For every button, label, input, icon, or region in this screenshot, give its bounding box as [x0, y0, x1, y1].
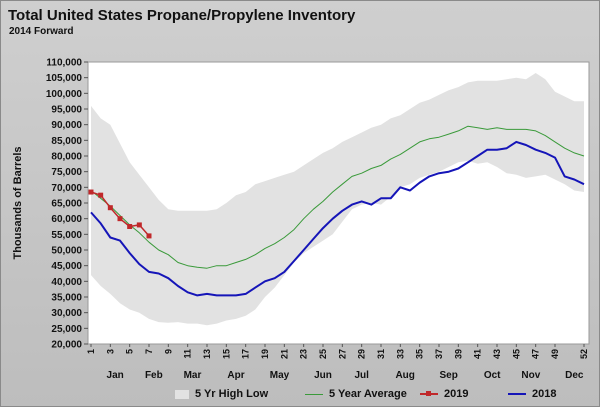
y-tick-label: 95,000 — [51, 105, 82, 116]
y-tick-label: 25,000 — [51, 324, 82, 335]
month-label: Dec — [565, 370, 584, 381]
band-area — [91, 73, 584, 326]
month-label: Sep — [439, 370, 457, 381]
x-tick-label: 1 — [86, 349, 96, 354]
month-label: Feb — [145, 370, 163, 381]
month-label: Nov — [521, 370, 540, 381]
y-tick-label: 85,000 — [51, 136, 82, 147]
chart-title: Total United States Propane/Propylene In… — [8, 7, 356, 24]
x-tick-label: 11 — [183, 349, 193, 359]
y-tick-label: 50,000 — [51, 246, 82, 257]
y-tick-label: 30,000 — [51, 308, 82, 319]
x-tick-label: 7 — [144, 349, 154, 354]
y-tick-label: 20,000 — [51, 340, 82, 351]
x-tick-label: 17 — [241, 349, 251, 359]
y-tick-label: 65,000 — [51, 199, 82, 210]
legend-label-2019: 2019 — [444, 388, 469, 400]
legend-item-avg: 5 Year Average — [305, 388, 407, 400]
legend-swatch-band — [175, 389, 189, 399]
x-tick-label: 9 — [163, 349, 173, 354]
y-tick-label: 40,000 — [51, 277, 82, 288]
month-label: Jul — [354, 370, 369, 381]
legend-label-avg: 5 Year Average — [329, 388, 407, 400]
legend-item-2019: 2019 — [420, 388, 468, 400]
series-2018-line — [90, 140, 585, 297]
chart-subtitle: 2014 Forward — [9, 26, 74, 37]
month-label: Jun — [314, 370, 332, 381]
series-layer — [88, 125, 585, 297]
series-2019-point — [127, 224, 133, 229]
x-tick-label: 3 — [105, 349, 115, 354]
series-5-year-average-line — [90, 125, 585, 269]
month-label: Apr — [227, 370, 244, 381]
month-label: May — [270, 370, 290, 381]
y-tick-label: 60,000 — [51, 214, 82, 225]
x-tick-label: 43 — [492, 349, 502, 359]
x-tick-label: 49 — [550, 349, 560, 359]
axis-layer: 20,000 25,000 30,000 35,000 40,000 45,000 50,0… — [46, 58, 589, 382]
x-tick-label: 37 — [434, 349, 444, 359]
x-tick-label: 25 — [318, 349, 328, 359]
legend-item-band: 5 Yr High Low — [175, 388, 268, 400]
x-tick-label: 33 — [395, 349, 405, 359]
band-layer — [91, 73, 584, 326]
y-tick-label: 100,000 — [46, 89, 83, 100]
legend: 5 Yr High Low 5 Year Average 2019 2018 — [0, 388, 600, 404]
x-tick-label: 29 — [357, 349, 367, 359]
legend-swatch-2018 — [508, 393, 526, 395]
x-tick-label: 47 — [531, 349, 541, 359]
series-2019-point — [107, 205, 113, 211]
x-tick-label: 23 — [299, 349, 309, 359]
x-tick-label: 21 — [279, 349, 289, 359]
x-tick-label: 15 — [221, 349, 231, 359]
legend-label-2018: 2018 — [532, 388, 557, 400]
x-tick-label: 5 — [125, 349, 135, 354]
series-2019-point — [146, 233, 152, 239]
y-axis-label: Thousands of Barrels — [12, 146, 24, 259]
y-tick-label: 80,000 — [51, 152, 82, 163]
legend-label-band: 5 Yr High Low — [195, 388, 269, 400]
y-tick-label: 90,000 — [51, 120, 82, 131]
month-label: Mar — [184, 370, 202, 381]
x-tick-label: 19 — [260, 349, 270, 359]
y-tick-label: 75,000 — [51, 167, 82, 178]
y-tick-label: 35,000 — [51, 293, 82, 304]
x-tick-label: 52 — [579, 349, 589, 359]
legend-swatch-avg — [305, 393, 323, 395]
y-tick-label: 45,000 — [51, 261, 82, 272]
x-tick-label: 39 — [453, 349, 463, 359]
series-2019-point — [117, 216, 123, 222]
x-tick-label: 45 — [511, 349, 521, 359]
series-2019-point — [136, 222, 142, 228]
x-tick-label: 27 — [337, 349, 347, 359]
y-tick-label: 105,000 — [46, 73, 83, 84]
x-tick-label: 35 — [415, 349, 425, 359]
y-tick-label: 110,000 — [46, 58, 82, 69]
y-tick-label: 70,000 — [51, 183, 82, 194]
month-label: Oct — [484, 370, 501, 381]
y-tick-label: 55,000 — [51, 230, 82, 241]
month-label: Jan — [107, 370, 124, 381]
series-2019-point — [98, 192, 104, 198]
x-tick-label: 13 — [202, 349, 212, 359]
series-2019-point — [88, 189, 94, 195]
month-label: Aug — [395, 370, 414, 381]
x-tick-label: 41 — [473, 349, 483, 359]
legend-item-2018: 2018 — [508, 388, 556, 400]
x-tick-label: 31 — [376, 349, 386, 359]
legend-swatch-2019 — [420, 391, 438, 396]
